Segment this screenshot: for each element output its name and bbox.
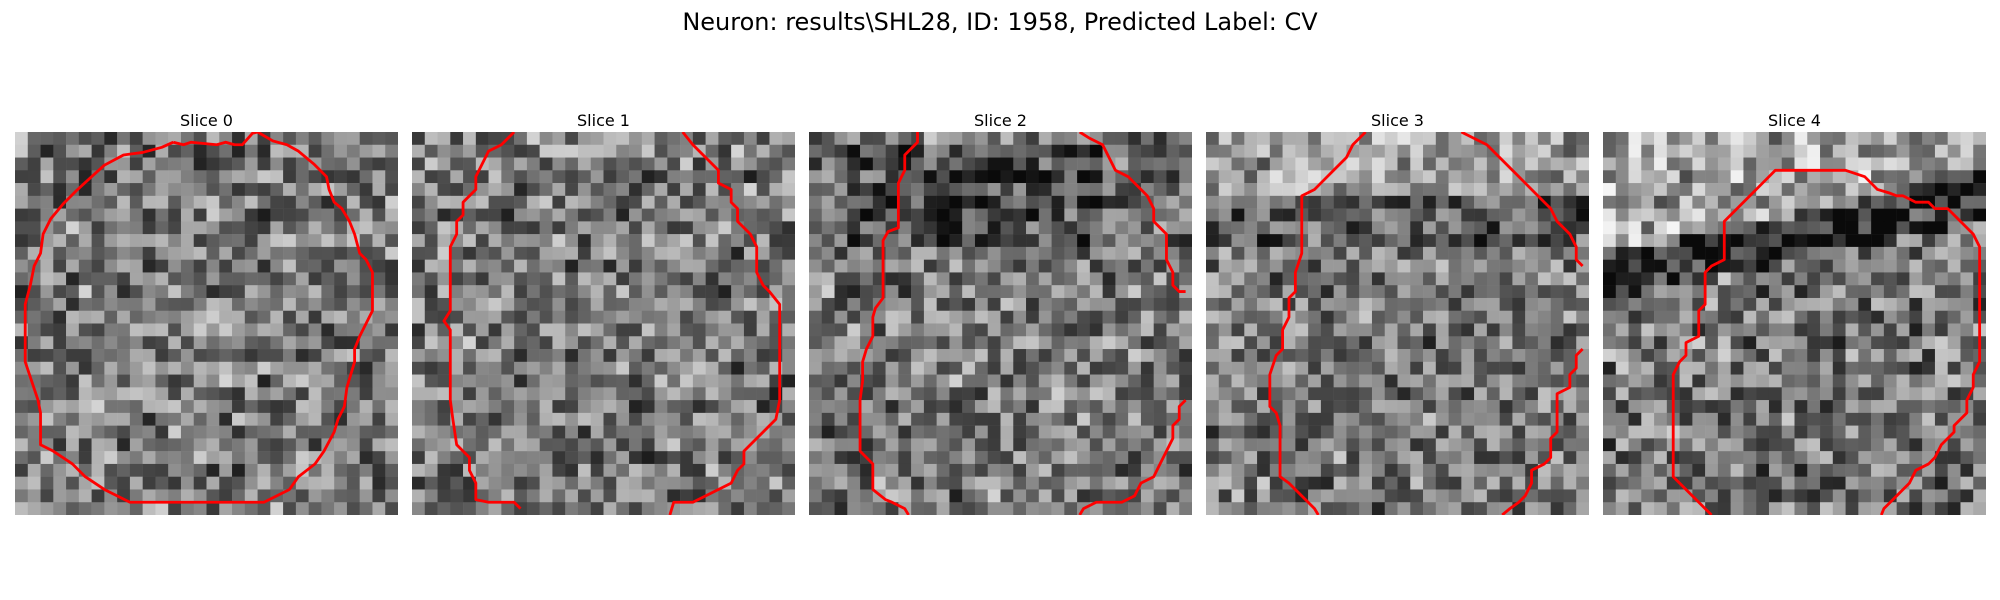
cell-contour [668, 132, 782, 515]
figure-title: Neuron: results\SHL28, ID: 1958, Predict… [682, 8, 1318, 36]
grayscale-pixels [809, 132, 1192, 515]
cell-contour [1078, 132, 1186, 293]
slice-title: Slice 3 [1371, 111, 1424, 130]
slice-panel-1: Slice 1 [412, 110, 795, 515]
grayscale-pixels [15, 132, 398, 515]
grayscale-pixels [1603, 132, 1986, 515]
cell-contour [442, 132, 522, 510]
slice-image-2 [809, 132, 1192, 515]
slice-image-3 [1206, 132, 1589, 515]
slice-image-0 [15, 132, 398, 515]
slice-panel-2: Slice 2 [809, 110, 1192, 515]
grayscale-pixels [1206, 132, 1589, 515]
cell-contour [1671, 168, 1982, 515]
slice-panel-3: Slice 3 [1206, 110, 1589, 515]
slice-title: Slice 2 [974, 111, 1027, 130]
slice-panel-0: Slice 0 [15, 110, 398, 515]
slice-title: Slice 4 [1768, 111, 1821, 130]
slice-title: Slice 0 [180, 111, 233, 130]
cell-contour [1501, 348, 1584, 515]
cell-contour [1460, 132, 1584, 268]
slice-title: Slice 1 [577, 111, 630, 130]
grayscale-pixels [412, 132, 795, 515]
cell-contour [23, 132, 374, 504]
cell-contour [858, 132, 919, 515]
cell-contour [1078, 399, 1187, 515]
cell-contour [1268, 132, 1367, 515]
slice-image-1 [412, 132, 795, 515]
slice-image-4 [1603, 132, 1986, 515]
slice-panel-4: Slice 4 [1603, 110, 1986, 515]
